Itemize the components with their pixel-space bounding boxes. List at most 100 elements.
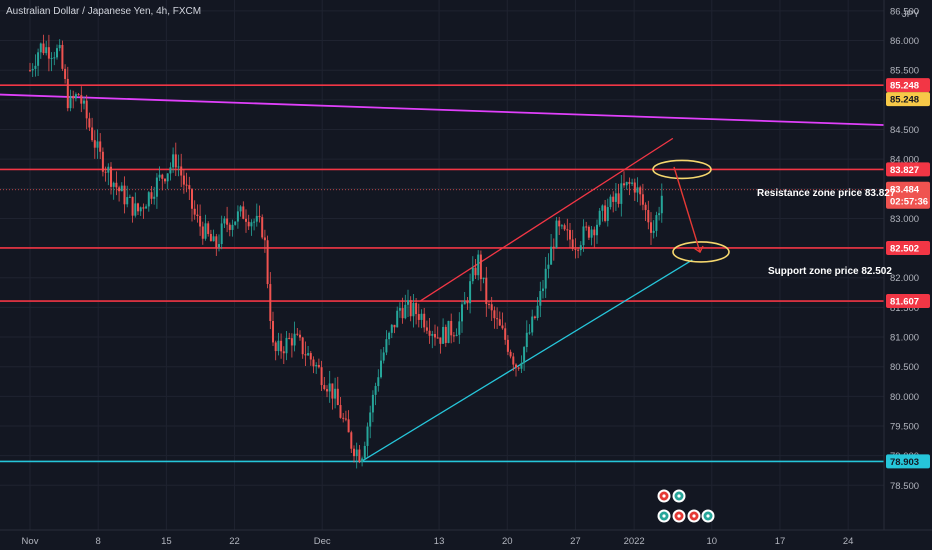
event-icon[interactable] (672, 489, 686, 503)
candle-body (336, 388, 339, 406)
candle-body (169, 167, 172, 174)
candle-body (496, 318, 499, 320)
event-icon[interactable] (672, 509, 686, 523)
time-tick-label: 13 (434, 536, 445, 547)
candle-body (644, 204, 647, 211)
event-icon[interactable] (657, 489, 671, 503)
resistance-zone-ellipse (652, 159, 712, 180)
candle-body (585, 226, 588, 228)
candle-body (623, 183, 625, 186)
candle-body (517, 367, 520, 369)
candle-body (331, 383, 334, 399)
event-icon[interactable] (687, 509, 701, 523)
candle-body (261, 217, 264, 238)
candle-body (323, 385, 326, 390)
candle-body (520, 363, 523, 369)
candle-body (328, 383, 331, 392)
candle-body (444, 326, 447, 343)
candle-body (639, 187, 642, 195)
candle-body (269, 284, 272, 321)
candle-body (166, 173, 169, 182)
candle-body (290, 338, 293, 346)
candle-body (363, 445, 366, 459)
candle-body (509, 351, 512, 357)
price-tag-label: 78.903 (890, 457, 919, 468)
candle-body (317, 365, 320, 368)
trend-line-support (360, 259, 693, 463)
candle-body (231, 224, 234, 230)
candle-body (423, 313, 426, 328)
candle-body (515, 364, 517, 368)
candle-body (482, 277, 485, 280)
time-axis[interactable]: Nov 8 15 22 Dec 13 20 27 2022 10 17 24 (0, 529, 932, 547)
event-icon-dot (662, 494, 666, 498)
candle-body (593, 229, 596, 236)
price-tick-label: 80.500 (890, 362, 919, 373)
candle-body (228, 224, 231, 230)
candle-body (620, 183, 623, 204)
candle-body (404, 304, 407, 319)
candle-body (58, 44, 61, 49)
candle-body (37, 52, 40, 66)
horizontal-levels (0, 84, 884, 463)
price-axis[interactable]: 78.50079.00079.50080.00080.50081.00081.5… (883, 0, 932, 550)
candle-body (339, 405, 342, 418)
candle-body (247, 221, 250, 227)
candle-body (539, 291, 542, 306)
candle-body (312, 359, 315, 367)
candle-body (547, 264, 550, 269)
candle-body (536, 305, 539, 319)
candle-body (436, 337, 439, 339)
candle-body (355, 449, 358, 457)
price-tick-label: 86.500 (890, 6, 919, 17)
candle-body (488, 304, 490, 306)
candle-body (525, 332, 528, 348)
trend-line-resistance (419, 137, 674, 303)
candle-body (452, 335, 455, 337)
candle-body (215, 236, 218, 248)
price-tag-label: 83.827 (890, 165, 919, 176)
candle-body (250, 222, 253, 227)
candle-body (96, 141, 99, 148)
candle-body (180, 166, 183, 176)
support-zone-ellipse (672, 241, 730, 263)
candle-body (628, 181, 631, 184)
candle-body (45, 47, 48, 54)
candle-body (614, 193, 617, 202)
candle-body (555, 220, 558, 248)
candle-body (196, 214, 199, 217)
candle-body (490, 304, 493, 311)
projection-arrow (673, 166, 701, 253)
candle-body (390, 324, 393, 333)
candle-body (334, 388, 337, 399)
candle-body (504, 328, 507, 340)
candle-body (299, 334, 301, 338)
candle-body (104, 171, 107, 173)
candle-body (393, 324, 396, 328)
candle-body (636, 187, 639, 193)
candle-body (415, 303, 418, 315)
candle-body (172, 154, 175, 168)
candle-body (147, 192, 150, 207)
price-tick-label: 85.500 (890, 66, 919, 77)
event-icon[interactable] (701, 509, 715, 523)
candle-body (226, 218, 229, 225)
trend-lines (0, 93, 927, 463)
candle-body (72, 95, 75, 99)
candle-body (161, 174, 164, 179)
candle-body (253, 221, 256, 223)
price-tag-label: 85.248 (890, 81, 919, 92)
candle-body (425, 327, 428, 331)
candle-body (552, 246, 555, 248)
candle-body (601, 205, 604, 211)
price-tag-alert (886, 92, 930, 107)
event-icons[interactable] (657, 489, 715, 523)
candle-body (34, 65, 37, 69)
event-icon[interactable] (657, 509, 671, 523)
candle-body (142, 207, 145, 209)
candle-body (207, 223, 210, 234)
candle-body (239, 206, 242, 212)
candle-body (471, 267, 474, 282)
